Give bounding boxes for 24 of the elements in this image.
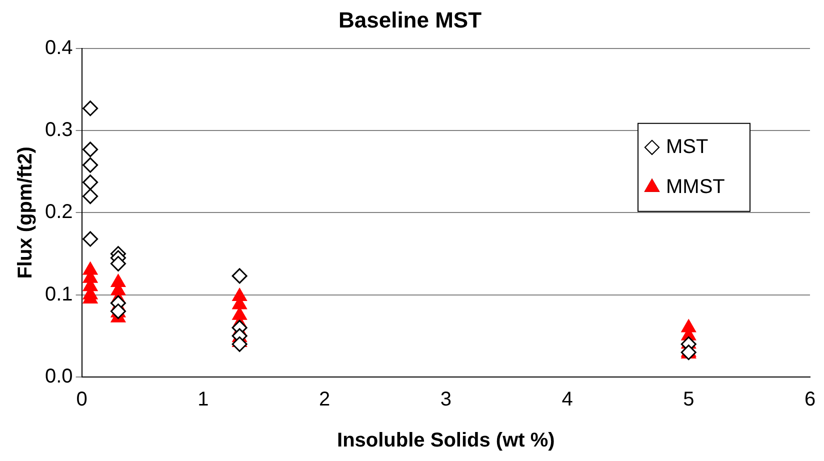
y-tick-label: 0.1 xyxy=(44,283,73,306)
x-tick-label: 6 xyxy=(804,388,816,411)
point xyxy=(82,142,98,158)
point xyxy=(110,256,126,272)
y-tick-label: 0.3 xyxy=(44,119,73,142)
x-tick-label: 2 xyxy=(318,388,330,411)
x-axis-title: Insoluble Solids (wt %) xyxy=(337,430,555,452)
y-axis-title: Flux (gpm/ft2) xyxy=(14,146,37,279)
x-tick-label: 1 xyxy=(198,388,209,411)
legend-label: MST xyxy=(666,136,708,158)
chart-title: Baseline MST xyxy=(338,7,482,32)
point xyxy=(82,174,98,190)
point xyxy=(82,157,98,173)
y-tick-label: 0.0 xyxy=(44,366,73,388)
point xyxy=(82,231,98,247)
x-tick-label: 0 xyxy=(76,388,88,411)
x-tick-label: 4 xyxy=(562,388,573,411)
point xyxy=(232,268,248,284)
x-tick-label: 3 xyxy=(440,388,452,411)
x-tick-label: 5 xyxy=(683,388,694,411)
legend-label: MMST xyxy=(666,176,725,198)
point xyxy=(82,100,98,116)
y-tick-label: 0.4 xyxy=(44,36,73,59)
y-tick-label: 0.2 xyxy=(44,201,73,224)
